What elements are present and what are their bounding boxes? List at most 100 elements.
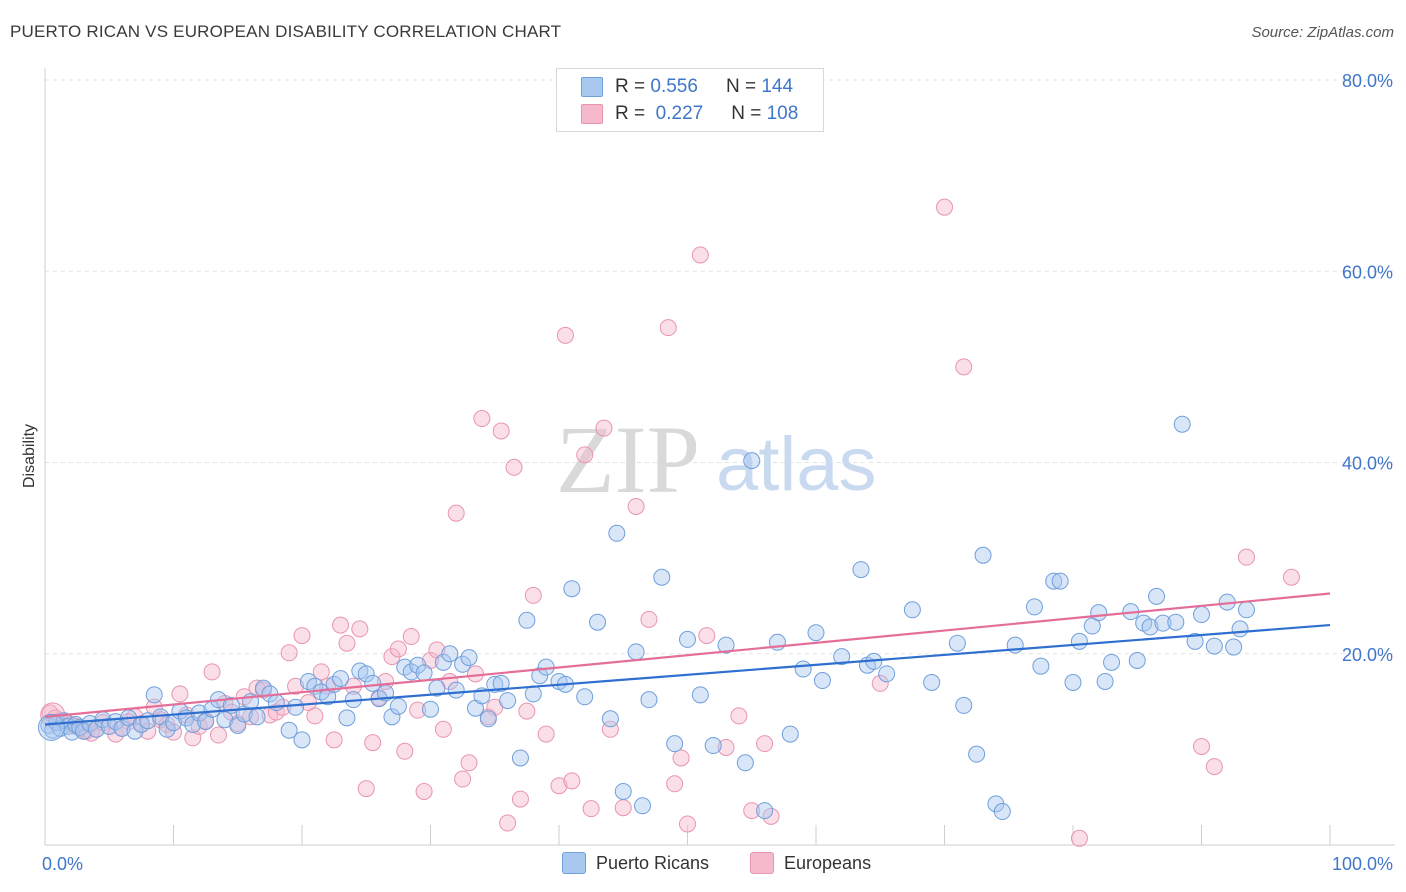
europeans-point xyxy=(582,800,600,818)
legend-swatch-pink xyxy=(581,104,603,124)
europeans-point xyxy=(415,782,433,800)
tick-labels: 20.0% 40.0% 60.0% 80.0% 0.0% 100.0% xyxy=(42,71,1393,874)
y-tick-label: 40.0% xyxy=(1342,454,1393,474)
europeans-point xyxy=(364,734,382,752)
puerto-ricans-point xyxy=(717,636,735,654)
europeans-point xyxy=(280,644,298,662)
puerto-ricans-point xyxy=(948,634,966,652)
puerto-ricans-point xyxy=(1032,657,1050,675)
puerto-ricans-point xyxy=(1051,572,1069,590)
puerto-ricans-point xyxy=(1064,673,1082,691)
puerto-ricans-point xyxy=(524,685,542,703)
europeans-point xyxy=(171,685,189,703)
chart-title: PUERTO RICAN VS EUROPEAN DISABILITY CORR… xyxy=(10,22,562,41)
europeans-point xyxy=(1205,758,1223,776)
europeans-point xyxy=(756,735,774,753)
puerto-ricans-point xyxy=(81,715,99,733)
puerto-ricans-point xyxy=(923,673,941,691)
europeans-point xyxy=(505,458,523,476)
europeans-point xyxy=(679,815,696,833)
europeans-point xyxy=(306,707,324,725)
puerto-ricans-point xyxy=(454,655,472,673)
legend-row-puerto-ricans: R = 0.556 N = 144 xyxy=(581,74,793,100)
puerto-ricans-point xyxy=(589,613,607,631)
europeans-point xyxy=(936,198,953,216)
puerto-ricans-point xyxy=(1148,587,1166,605)
puerto-ricans-point xyxy=(993,803,1011,821)
legend-n-value: 144 xyxy=(761,76,794,97)
europeans-point xyxy=(1237,548,1255,566)
puerto-ricans-point xyxy=(499,692,517,710)
europeans-point xyxy=(325,731,343,749)
bottom-legend-swatch-pink xyxy=(750,852,774,874)
puerto-ricans-point xyxy=(813,672,831,690)
bottom-legend: Puerto Ricans Europeans xyxy=(0,850,1406,880)
europeans-point xyxy=(762,807,780,825)
puerto-ricans-point xyxy=(974,546,992,564)
europeans-point xyxy=(473,410,491,428)
puerto-ricans-point xyxy=(833,648,851,666)
europeans-point xyxy=(743,802,761,820)
y-tick-label: 20.0% xyxy=(1342,645,1393,665)
y-axis-title: Disability xyxy=(21,424,38,488)
europeans-point xyxy=(434,720,452,738)
europeans-point xyxy=(576,446,594,464)
puerto-ricans-point xyxy=(627,643,645,661)
puerto-ricans-point xyxy=(756,802,774,820)
puerto-ricans-point xyxy=(852,561,870,579)
legend-r-label: R = xyxy=(615,103,646,124)
puerto-ricans-point xyxy=(679,630,696,648)
bottom-legend-europeans: Europeans xyxy=(750,852,871,874)
puerto-ricans-point xyxy=(1025,598,1043,616)
europeans-point xyxy=(332,616,350,634)
watermark-atlas: atlas xyxy=(716,422,877,507)
europeans-point xyxy=(351,620,369,638)
puerto-ricans-point xyxy=(634,797,652,815)
puerto-ricans-point xyxy=(511,749,529,767)
puerto-ricans-point xyxy=(364,674,382,692)
puerto-ricans-point xyxy=(1167,613,1185,631)
legend-n-value: 108 xyxy=(766,103,799,124)
puerto-ricans-point xyxy=(608,524,626,542)
puerto-ricans-point xyxy=(460,649,478,667)
europeans-point xyxy=(691,246,709,264)
puerto-ricans-point xyxy=(601,710,619,728)
puerto-ricans-point xyxy=(781,725,799,743)
europeans-trend-line xyxy=(44,592,1331,718)
europeans-point xyxy=(524,586,542,604)
y-tick-label: 60.0% xyxy=(1342,262,1393,282)
europeans-point xyxy=(550,777,568,795)
puerto-ricans-point xyxy=(1103,653,1121,671)
legend-n-label: N = xyxy=(725,76,757,97)
europeans-point xyxy=(511,790,529,808)
puerto-ricans-point xyxy=(531,667,549,685)
puerto-ricans-point xyxy=(126,722,144,740)
legend-n-label: N = xyxy=(731,103,762,124)
puerto-ricans-point xyxy=(434,653,452,671)
europeans-point xyxy=(955,358,973,376)
bottom-legend-swatch-blue xyxy=(562,852,586,874)
europeans-point xyxy=(730,707,748,725)
europeans-point xyxy=(871,674,889,692)
grid-lines xyxy=(45,79,1395,655)
puerto-ricans-point xyxy=(248,708,266,726)
puerto-ricans-point xyxy=(794,660,812,678)
puerto-ricans-point xyxy=(518,611,536,629)
bottom-legend-puerto-ricans: Puerto Ricans xyxy=(562,852,709,874)
europeans-point xyxy=(627,497,645,515)
puerto-ricans-point xyxy=(447,681,465,699)
europeans-point xyxy=(563,772,581,790)
europeans-point xyxy=(209,726,227,744)
puerto-ricans-point xyxy=(903,601,921,619)
europeans-point xyxy=(396,742,414,760)
puerto-ricans-trend-line xyxy=(44,623,1331,726)
puerto-ricans-point xyxy=(1225,638,1243,656)
europeans-point xyxy=(492,422,510,440)
puerto-ricans-point xyxy=(576,688,594,706)
europeans-point xyxy=(338,634,356,652)
puerto-ricans-point xyxy=(441,645,459,663)
europeans-point xyxy=(287,677,305,695)
puerto-ricans-point xyxy=(357,665,375,683)
puerto-ricans-point xyxy=(383,708,401,726)
watermark: ZIP atlas xyxy=(556,406,877,513)
